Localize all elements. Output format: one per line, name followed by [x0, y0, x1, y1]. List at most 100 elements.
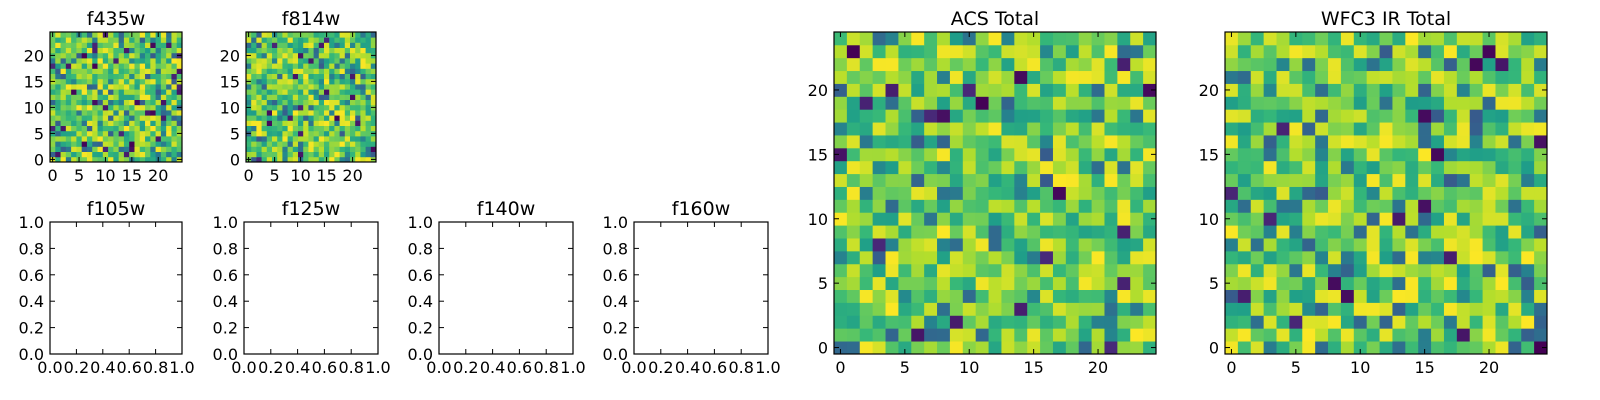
heatmap-cell — [251, 84, 257, 90]
heatmap-cell — [1379, 83, 1393, 97]
heatmap-cell — [1104, 250, 1118, 265]
heatmap-cell — [1237, 83, 1252, 97]
heatmap-cell — [134, 58, 141, 64]
heatmap-cell — [261, 63, 268, 69]
heatmap-cell — [1302, 238, 1316, 252]
heatmap-cell — [1366, 212, 1380, 226]
heatmap-cell — [86, 68, 93, 74]
heatmap-cell — [155, 104, 162, 111]
heatmap-cell — [1237, 32, 1252, 46]
heatmap-cell — [166, 104, 172, 111]
heatmap-cell — [1340, 186, 1355, 200]
heatmap-cell — [1456, 250, 1471, 265]
heatmap-cell — [123, 52, 130, 59]
heatmap-cell — [298, 110, 304, 116]
heatmap-cell — [246, 73, 252, 80]
heatmap-cell — [1104, 238, 1118, 252]
heatmap-cell — [1225, 44, 1239, 59]
heatmap-cell — [329, 151, 335, 158]
heatmap-cell — [1456, 44, 1471, 59]
heatmap-cell — [1469, 263, 1483, 278]
heatmap-cell — [1379, 96, 1393, 110]
heatmap-cell — [1392, 212, 1406, 226]
heatmap-cell — [145, 99, 151, 106]
heatmap-cell — [1091, 238, 1105, 252]
heatmap-cell — [846, 212, 861, 226]
heatmap-cell — [334, 63, 340, 69]
heatmap-cell — [313, 37, 320, 43]
heatmap-cell — [313, 110, 320, 116]
heatmap-cell — [1027, 32, 1041, 46]
heatmap-cell — [350, 146, 356, 152]
heatmap-cell — [1405, 186, 1419, 200]
heatmap-cell — [1431, 57, 1445, 72]
heatmap-cell — [1263, 276, 1277, 290]
heatmap-cell — [1091, 212, 1105, 226]
heatmap-cell — [246, 47, 252, 54]
heatmap-cell — [303, 99, 309, 106]
heatmap-cell — [318, 120, 325, 126]
heatmap-cell — [256, 136, 262, 142]
heatmap-cell — [949, 32, 964, 46]
heatmap-cell — [1104, 173, 1118, 187]
heatmap-cell — [277, 125, 283, 132]
heatmap-cell — [911, 160, 925, 175]
heatmap-cell — [160, 68, 167, 74]
heatmap-cell — [155, 68, 162, 74]
heatmap-cell — [360, 47, 366, 54]
heatmap-cell — [272, 99, 278, 106]
heatmap-cell — [344, 84, 351, 90]
heatmap-cell — [1104, 328, 1118, 342]
heatmap-cell — [1534, 186, 1548, 200]
heatmap-cell — [1250, 276, 1265, 290]
heatmap-cell — [277, 84, 283, 90]
heatmap-cell — [176, 37, 183, 43]
heatmap-cell — [282, 125, 288, 132]
heatmap-cell — [1328, 173, 1342, 187]
heatmap-cell — [160, 141, 167, 147]
heatmap-cell — [55, 68, 61, 74]
heatmap-cell — [298, 151, 304, 158]
heatmap-cell — [924, 83, 938, 97]
heatmap-cell — [1405, 122, 1419, 136]
heatmap-cell — [1065, 70, 1080, 84]
heatmap-cell — [1001, 57, 1015, 72]
heatmap-cell — [139, 73, 146, 80]
heatmap-cell — [872, 250, 886, 265]
heatmap-cell — [76, 73, 83, 80]
y-tick-label: 0.2 — [213, 319, 238, 338]
heatmap-cell — [1289, 341, 1303, 355]
heatmap-cell — [1104, 122, 1118, 136]
heatmap-cell — [303, 115, 309, 121]
heatmap-cell — [1418, 160, 1432, 175]
heatmap-cell — [272, 89, 278, 95]
heatmap-cell — [1143, 238, 1157, 252]
heatmap-cell — [949, 160, 964, 175]
heatmap-cell — [911, 173, 925, 187]
heatmap-cell — [102, 78, 109, 85]
heatmap-cell — [962, 289, 977, 303]
heatmap-cell — [898, 96, 912, 110]
heatmap-cell — [949, 109, 964, 123]
panel-title: ACS Total — [951, 8, 1039, 30]
heatmap-cell — [308, 63, 314, 69]
heatmap-cell — [160, 110, 167, 116]
heatmap-cell — [1104, 225, 1118, 239]
heatmap-cell — [334, 84, 340, 90]
heatmap-cell — [859, 250, 874, 265]
heatmap-cell — [282, 104, 288, 111]
heatmap-cell — [885, 122, 899, 136]
heatmap-cell — [1027, 135, 1041, 149]
heatmap-cell — [1027, 160, 1041, 175]
heatmap-cell — [272, 125, 278, 132]
heatmap-cell — [166, 141, 172, 147]
heatmap-cell — [1405, 289, 1419, 303]
heatmap-cell — [1091, 83, 1105, 97]
heatmap-cell — [1431, 238, 1445, 252]
heatmap-cell — [123, 146, 130, 152]
heatmap-cell — [1431, 83, 1445, 97]
heatmap-cell — [911, 276, 925, 290]
heatmap-cell — [92, 84, 98, 90]
heatmap-cell — [1091, 315, 1105, 329]
heatmap-cell — [1052, 32, 1067, 46]
